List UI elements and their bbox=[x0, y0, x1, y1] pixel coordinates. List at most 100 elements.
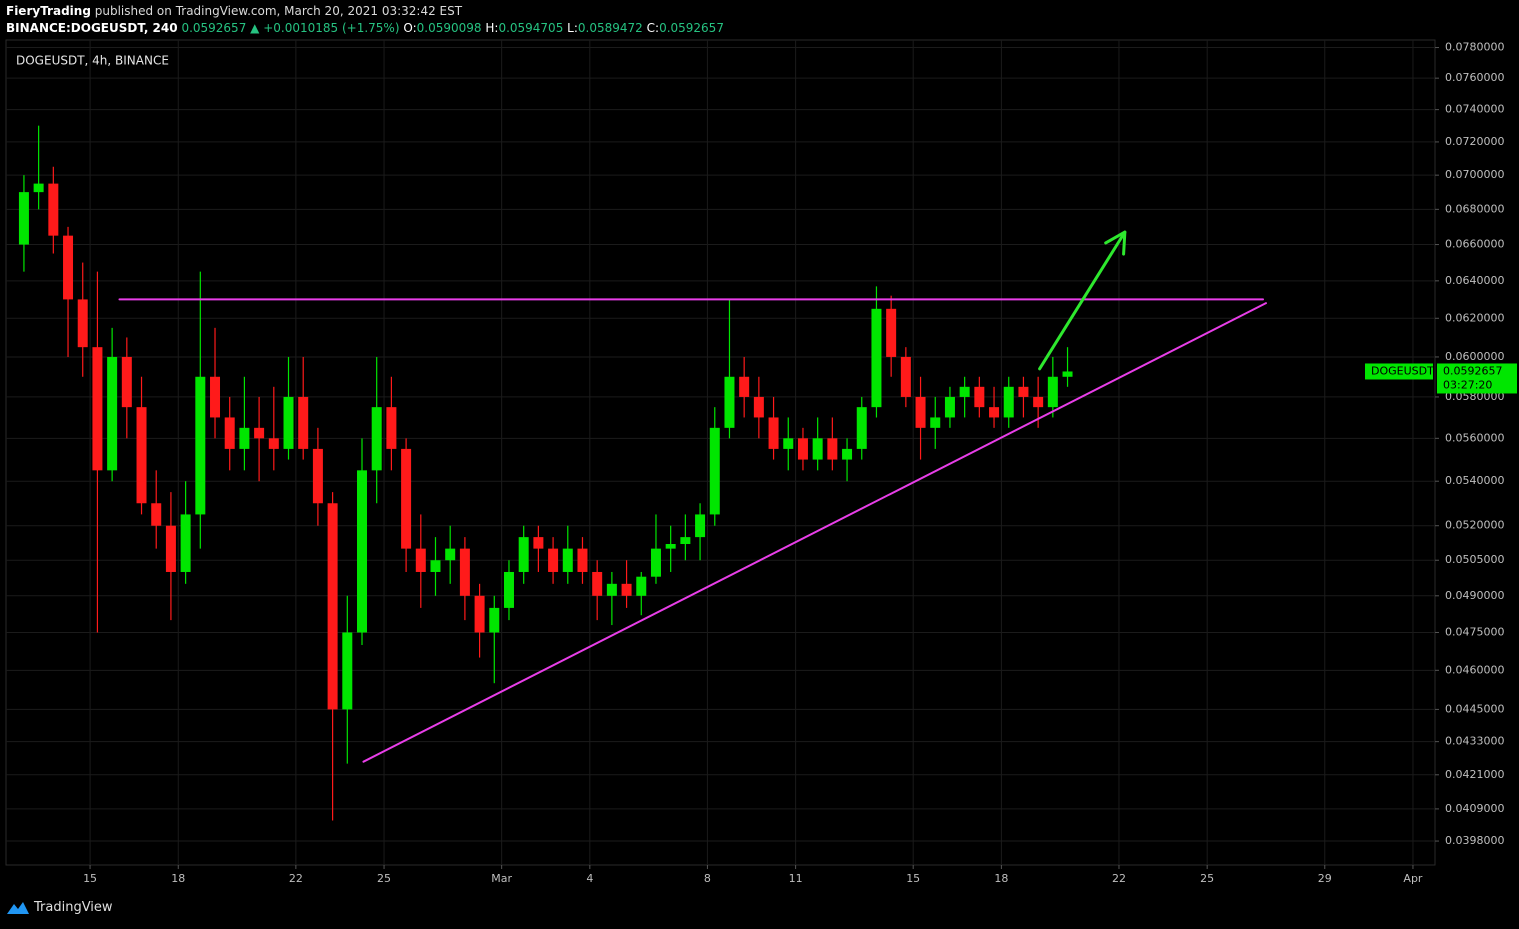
ohlc-value: 0.0594705 bbox=[498, 21, 564, 35]
candle-body bbox=[548, 548, 559, 572]
footer: TradingView bbox=[6, 900, 113, 915]
candle-body bbox=[298, 396, 309, 449]
candle-body bbox=[842, 448, 853, 460]
ohlc-label: H: bbox=[485, 21, 499, 35]
y-tick-label: 0.0421000 bbox=[1445, 768, 1505, 781]
ohlc-value: 0.0589472 bbox=[577, 21, 643, 35]
grid bbox=[6, 40, 1435, 865]
candle-body bbox=[48, 183, 59, 236]
candle-body bbox=[357, 470, 367, 633]
candle-body bbox=[930, 417, 941, 428]
y-tick-label: 0.0433000 bbox=[1445, 735, 1505, 748]
y-tick-label: 0.0680000 bbox=[1445, 202, 1505, 215]
candle-body bbox=[1033, 396, 1044, 408]
candle-body bbox=[63, 235, 74, 300]
y-tick-label: 0.0398000 bbox=[1445, 834, 1505, 847]
candle-body bbox=[386, 407, 397, 449]
candle-body bbox=[430, 560, 441, 572]
ohlc-label: O: bbox=[403, 21, 417, 35]
y-tick-label: 0.0475000 bbox=[1445, 625, 1505, 638]
candle-body bbox=[827, 438, 838, 460]
price-tag bbox=[1437, 363, 1517, 394]
x-tick-label: 15 bbox=[906, 872, 920, 885]
candle-body bbox=[989, 407, 1000, 418]
candle-body bbox=[886, 308, 897, 357]
candle-body bbox=[606, 583, 617, 596]
candle-body bbox=[210, 376, 221, 418]
candle-body bbox=[77, 299, 88, 348]
x-tick-label: 11 bbox=[789, 872, 803, 885]
chart: 0.0780000 0.0760000 0.0740000 0.0720000 0.07… bbox=[5, 39, 1517, 885]
plot-frame bbox=[5, 39, 1436, 866]
candle-body bbox=[871, 308, 882, 408]
candle-body bbox=[18, 192, 29, 245]
x-tick-label: 8 bbox=[704, 872, 711, 885]
x-tick-label: 22 bbox=[289, 872, 303, 885]
candle-body bbox=[107, 356, 118, 471]
last-price: 0.0592657 bbox=[181, 21, 247, 35]
candle-body bbox=[562, 548, 573, 572]
x-tick-label: 18 bbox=[171, 872, 185, 885]
candle-body bbox=[1018, 386, 1029, 397]
x-tick-label: Mar bbox=[491, 872, 512, 885]
candle-body bbox=[268, 438, 279, 449]
x-tick-label: 4 bbox=[586, 872, 593, 885]
axes: 0.0780000 0.0760000 0.0740000 0.0720000 0.07… bbox=[83, 41, 1517, 885]
candle-body bbox=[959, 386, 970, 397]
candle-body bbox=[445, 548, 456, 561]
candle-body bbox=[224, 417, 235, 449]
candle-body bbox=[680, 537, 691, 545]
y-tick-label: 0.0600000 bbox=[1445, 350, 1505, 363]
candle-body bbox=[900, 356, 911, 397]
candle-body bbox=[636, 576, 647, 596]
candle-body bbox=[709, 427, 720, 515]
symbol-tag-label: DOGEUSDT bbox=[1371, 364, 1434, 377]
y-tick-label: 0.0445000 bbox=[1445, 702, 1505, 715]
chart-title: DOGEUSDT, 4h, BINANCE bbox=[16, 54, 169, 68]
candle-body bbox=[195, 376, 206, 515]
candle-body bbox=[92, 347, 103, 471]
y-tick-label: 0.0740000 bbox=[1445, 103, 1505, 116]
quote-line: BINANCE:DOGEUSDT, 240 0.0592657 ▲ +0.001… bbox=[6, 20, 724, 37]
candle-body bbox=[915, 396, 926, 428]
y-tick-label: 0.0505000 bbox=[1445, 553, 1505, 566]
candle-body bbox=[121, 356, 132, 408]
candle-body bbox=[33, 183, 44, 193]
candle-body bbox=[151, 503, 162, 526]
candles bbox=[18, 125, 1073, 821]
candle-body bbox=[650, 548, 661, 577]
x-tick-label: 22 bbox=[1112, 872, 1126, 885]
logo bbox=[7, 901, 29, 914]
y-tick-label: 0.0660000 bbox=[1445, 238, 1505, 251]
candle-body bbox=[518, 537, 529, 572]
candle-body bbox=[974, 386, 985, 408]
candle-body bbox=[474, 595, 485, 633]
candle-body bbox=[136, 407, 147, 504]
y-tick-label: 0.0520000 bbox=[1445, 519, 1505, 532]
x-tick-label: 25 bbox=[377, 872, 391, 885]
candle-body bbox=[415, 548, 426, 572]
arrow bbox=[1038, 230, 1127, 371]
y-tick-label: 0.0620000 bbox=[1445, 311, 1505, 324]
candle-body bbox=[665, 544, 676, 549]
ohlc-value: 0.0592657 bbox=[659, 21, 724, 35]
candle-body bbox=[1003, 386, 1014, 418]
candle-body bbox=[739, 376, 750, 397]
candle-body bbox=[1047, 376, 1058, 408]
candle-body bbox=[621, 583, 632, 596]
ohlc-label: C: bbox=[646, 21, 660, 35]
candle-body bbox=[797, 438, 808, 460]
candle-body bbox=[1062, 371, 1073, 377]
y-tick-label: 0.0540000 bbox=[1445, 474, 1505, 487]
x-tick-label: 25 bbox=[1200, 872, 1214, 885]
y-tick-label: 0.0720000 bbox=[1445, 135, 1505, 148]
symbol-tag bbox=[1365, 363, 1433, 380]
candle-body bbox=[533, 537, 544, 549]
y-tick-label: 0.0760000 bbox=[1445, 71, 1505, 84]
x-tick-label: Apr bbox=[1403, 872, 1423, 885]
candle-body bbox=[165, 525, 176, 572]
candle-body bbox=[254, 427, 265, 439]
x-tick-label: 18 bbox=[994, 872, 1008, 885]
symbol: BINANCE:DOGEUSDT, 240 bbox=[6, 21, 178, 35]
